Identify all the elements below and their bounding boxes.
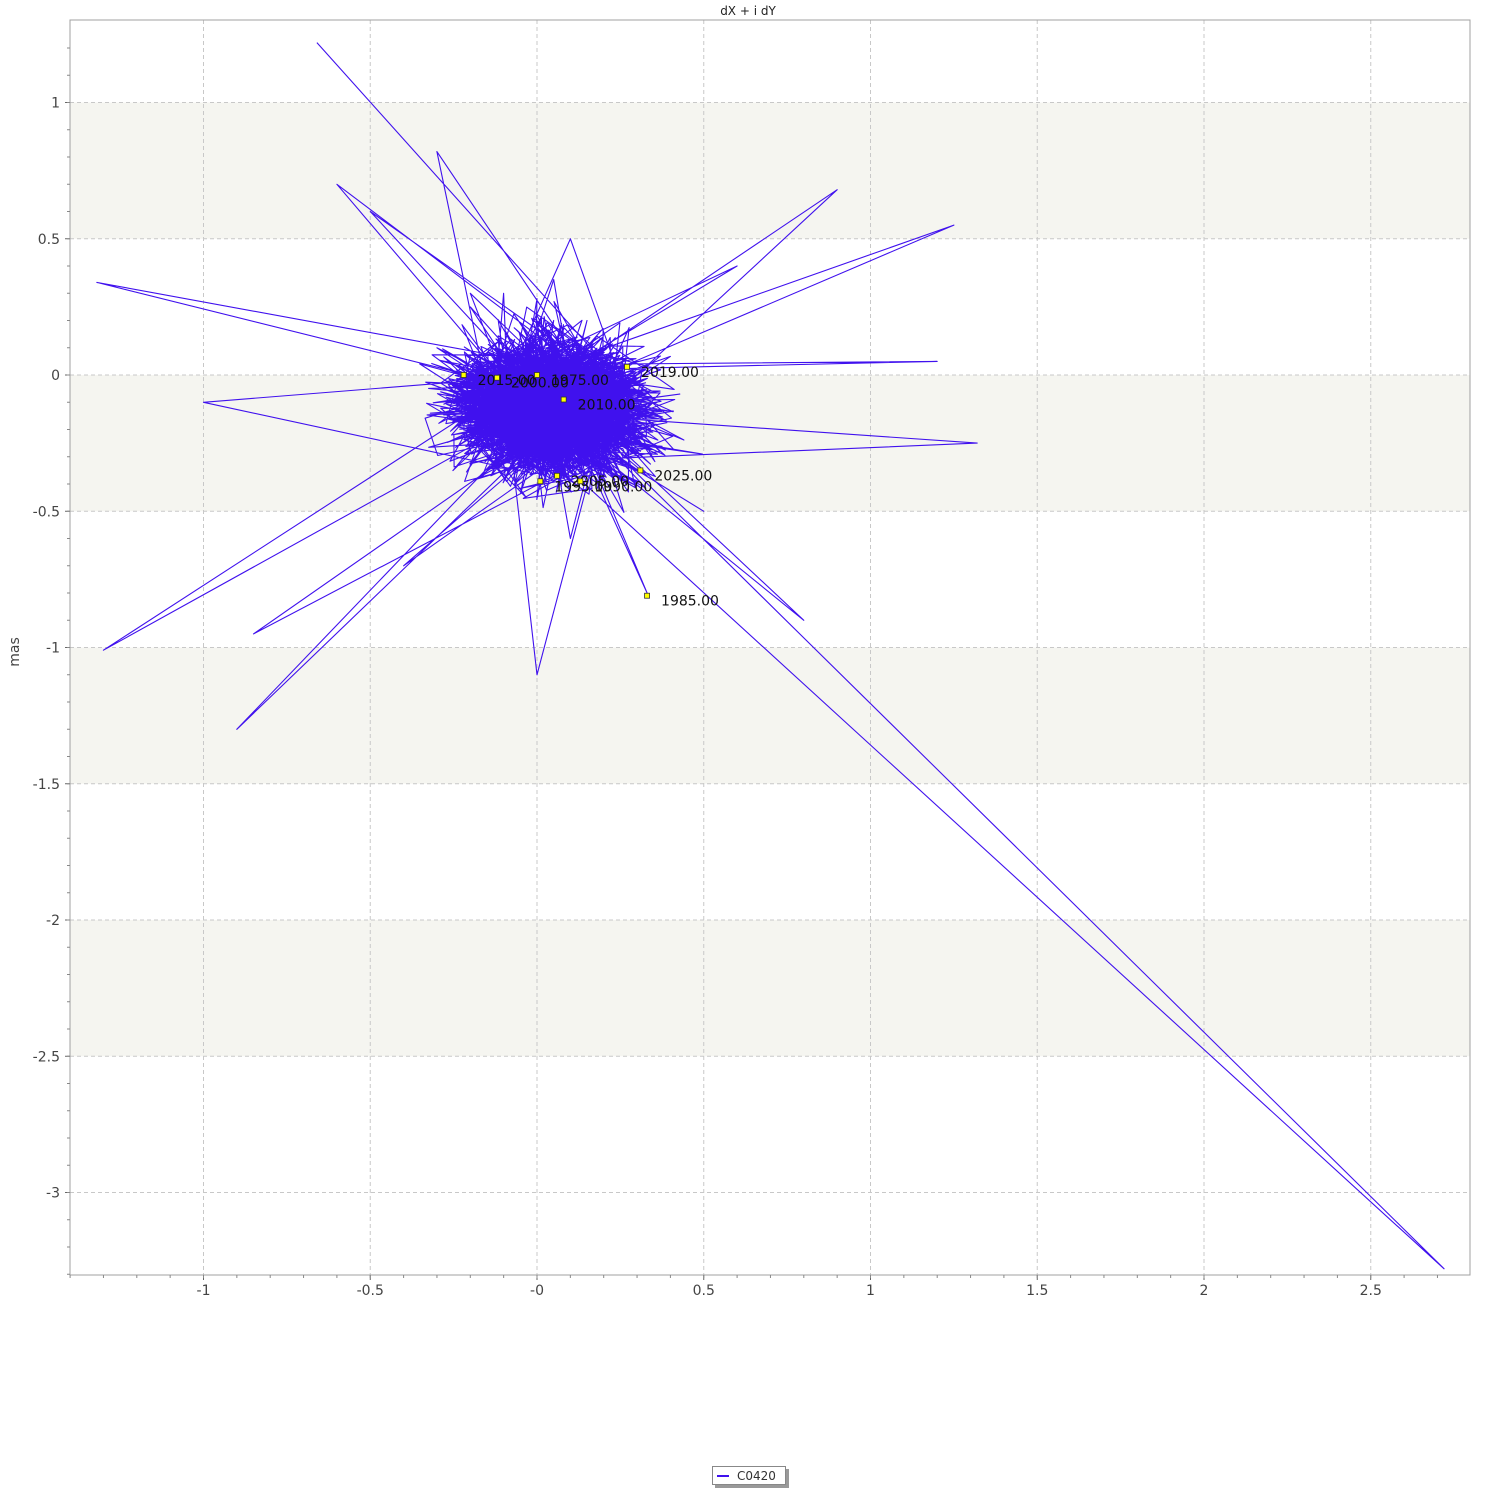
epoch-label: 1985.00: [661, 594, 719, 610]
y-tick-label: 1: [51, 96, 60, 112]
epoch-marker: [494, 374, 500, 381]
x-tick-label: 2: [1200, 1283, 1209, 1299]
epoch-label: 2005.00: [571, 474, 629, 490]
chart-title: dX + i dY: [720, 4, 776, 18]
background-bands: [70, 102, 1470, 1057]
epoch-label: 1975.00: [551, 373, 609, 389]
epoch-label: 2010.00: [578, 398, 636, 414]
band-1: [70, 375, 1470, 512]
y-tick-label: -1.5: [33, 777, 60, 793]
x-tick-label: 1: [866, 1283, 875, 1299]
x-tick-label: 1.5: [1026, 1283, 1048, 1299]
series-layer: [96, 42, 1445, 1270]
y-tick-label: -0.5: [33, 504, 60, 520]
epoch-marker: [537, 478, 544, 485]
legend-swatch-c0420: [717, 1474, 729, 1477]
epoch-marker: [560, 396, 567, 403]
x-tick-label: -1: [197, 1283, 211, 1299]
epoch-label: 2019.00: [641, 365, 699, 381]
y-tick-label: -3: [46, 1186, 60, 1202]
x-tick-label: -0.5: [357, 1283, 384, 1299]
y-tick-label: -2: [46, 913, 60, 929]
series-line-c0420: [96, 42, 1445, 1270]
epoch-marker: [534, 372, 540, 378]
epoch-marker: [637, 467, 644, 474]
epoch-marker: [644, 592, 650, 599]
axes: -1 -0.5 -0 0.5 1 1.5 2 2.5 1 0.5 0 -0.5 -1 -1.5 -2 -2.5…: [33, 47, 1438, 1299]
legend: C0420: [712, 1466, 786, 1485]
y-tick-label: 0.5: [38, 232, 60, 248]
band-2: [70, 647, 1470, 784]
y-tick-label: -2.5: [33, 1049, 60, 1065]
epoch-marker: [624, 363, 630, 370]
epoch-label: 1995.00: [554, 479, 612, 495]
grid-lines: [70, 20, 1470, 1275]
x-tick-label: 0.5: [693, 1283, 715, 1299]
epoch-marker: [460, 372, 467, 378]
x-tick-label: -0: [530, 1283, 544, 1299]
epoch-label: 2000.00: [511, 376, 569, 392]
epoch-label: 1990.00: [594, 479, 652, 495]
epoch-label: 2025.00: [654, 468, 712, 484]
epoch-marker: [577, 478, 584, 485]
band-3: [70, 920, 1470, 1057]
y-axis-label: mas: [7, 637, 23, 667]
epoch-marker: [554, 472, 560, 479]
y-tick-label: -1: [46, 641, 60, 657]
legend-label-c0420: C0420: [737, 1468, 776, 1483]
band-0: [70, 102, 1470, 239]
epoch-label: 2015.00: [478, 373, 536, 389]
x-tick-label: 2.5: [1360, 1283, 1382, 1299]
y-tick-label: 0: [51, 368, 60, 384]
